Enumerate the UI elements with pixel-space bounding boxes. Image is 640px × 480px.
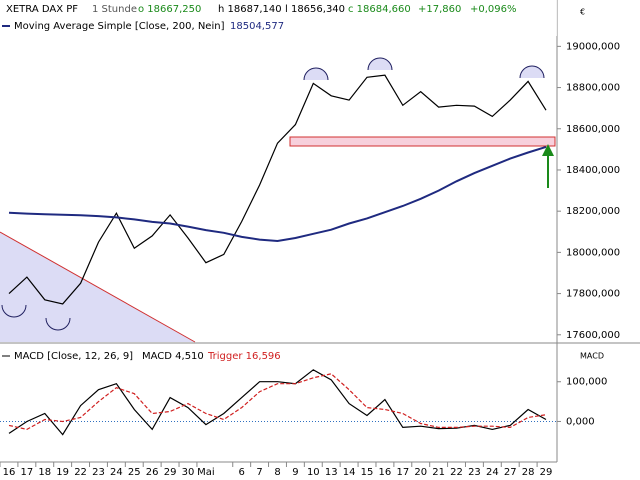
ma-value: 18504,577 [230,21,284,32]
bottom-markers [1,304,71,331]
y-tick-label: 18000,000 [566,247,620,258]
x-tick-label: 23 [92,467,105,478]
y-tick-label: 19000,000 [566,41,620,52]
arrow-head [542,144,554,156]
instrument: XETRA DAX PF [6,4,78,15]
high: h 18687,140 [218,4,282,15]
x-tick-label: 21 [432,467,445,478]
x-tick-label: Mai [197,467,215,478]
x-tick-label: 18 [38,467,51,478]
y-tick-label: 18400,000 [566,165,620,176]
top-markers [303,57,545,81]
y-tick-label: 17800,000 [566,289,620,300]
x-tick-label: 22 [450,467,463,478]
x-tick-label: 10 [307,467,320,478]
x-tick-label: 16 [379,467,392,478]
x-tick-label: 25 [128,467,141,478]
support-zone [289,136,556,147]
x-tick-label: 24 [110,467,123,478]
x-tick-label: 8 [274,467,280,478]
close: c 18684,660 [348,4,411,15]
x-tick-label: 29 [164,467,177,478]
change: +17,860 [418,4,461,15]
x-tick-label: 27 [504,467,517,478]
x-tick-label: 13 [325,467,338,478]
x-tick-label: 15 [361,467,374,478]
x-tick-label: 20 [414,467,427,478]
y-tick-label: 0,000 [566,416,595,427]
x-tick-label: 7 [256,467,262,478]
series-line [8,373,547,431]
y-tick-label: 18800,000 [566,83,620,94]
x-tick-label: 16 [3,467,16,478]
x-tick-label: 14 [343,467,356,478]
y-tick-label: 18600,000 [566,124,620,135]
ma-label: Moving Average Simple [Close, 200, Nein] [14,21,225,32]
channel-line [0,231,196,343]
x-tick-label: 30 [182,467,195,478]
x-tick-label: 24 [486,467,499,478]
x-tick-label: 29 [540,467,553,478]
x-tick-label: 17 [20,467,33,478]
x-tick-label: 6 [239,467,245,478]
trigger-value: Trigger 16,596 [207,351,281,362]
currency: € [580,8,585,17]
low: l 18656,340 [285,4,345,15]
open: o 18667,250 [138,4,201,15]
x-tick-label: 22 [74,467,87,478]
x-tick-label: 17 [396,467,409,478]
macd-axis-title: MACD [580,352,604,361]
series-line [8,369,547,436]
change-pct: +0,096% [470,4,517,15]
macd-value: MACD 4,510 [142,351,204,362]
x-tick-label: 28 [522,467,535,478]
y-tick-label: 100,000 [566,377,607,388]
macd-label: MACD [Close, 12, 26, 9] [14,351,133,362]
x-tick-label: 19 [56,467,69,478]
series-line [8,74,547,305]
x-tick-label: 23 [468,467,481,478]
x-tick-label: 9 [292,467,298,478]
series-line [8,145,547,243]
interval: 1 Stunde [92,4,137,15]
legend-bg [0,0,557,36]
y-tick-label: 18200,000 [566,206,620,217]
y-tick-label: 17600,000 [566,330,620,341]
x-tick-label: 26 [146,467,159,478]
